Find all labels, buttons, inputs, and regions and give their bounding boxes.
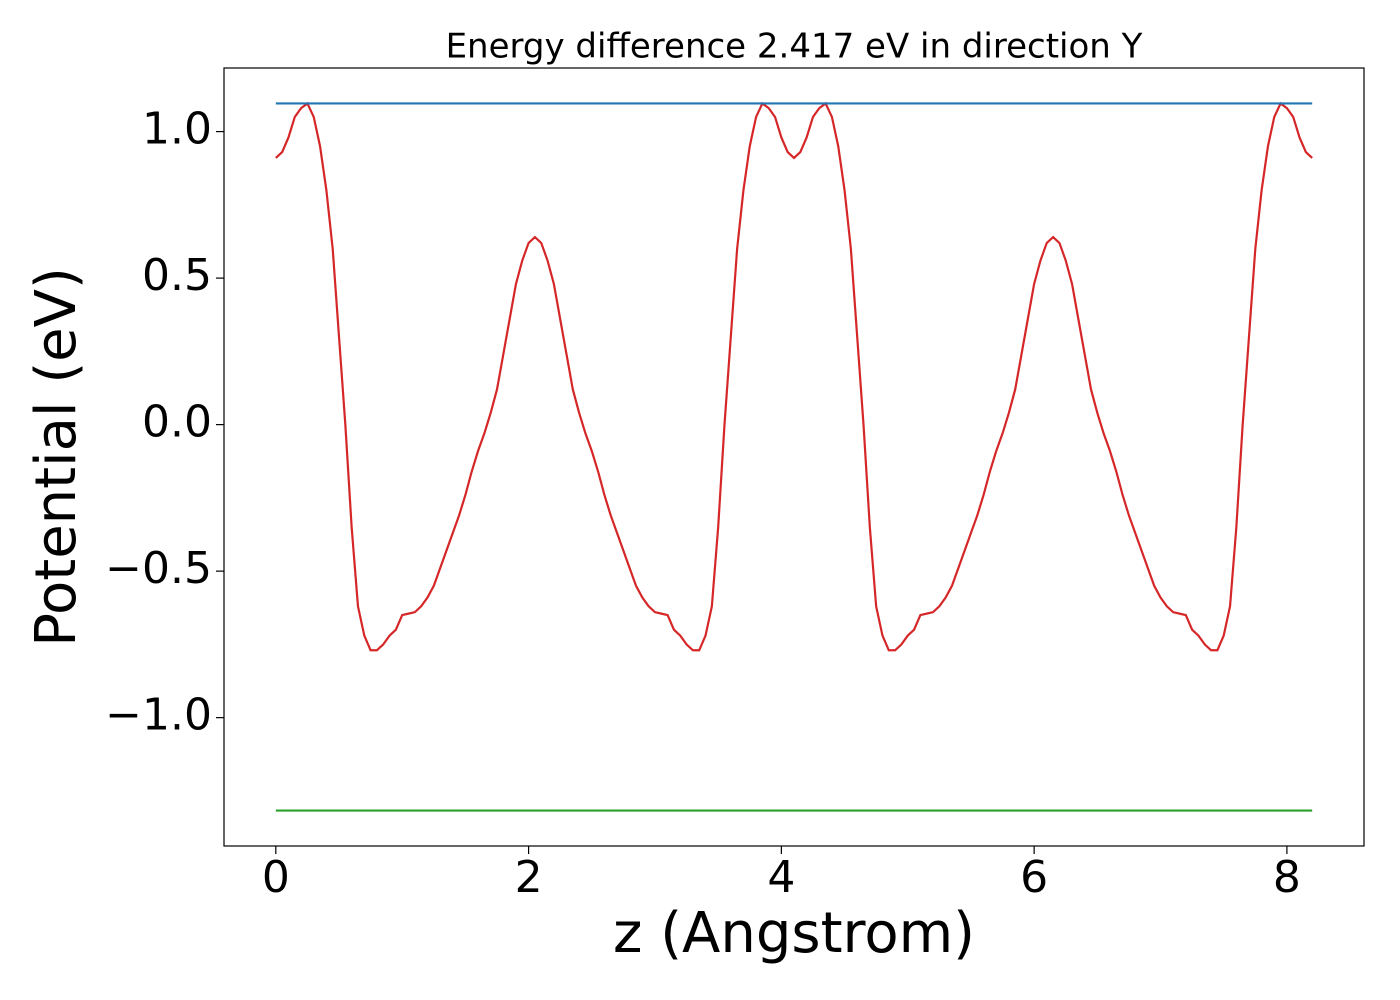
plot-frame: [223, 67, 1365, 847]
x-axis-label: z (Angstrom): [613, 901, 975, 966]
chart-title: Energy difference 2.417 eV in direction …: [446, 27, 1143, 67]
y-tick-label: −1.0: [105, 690, 212, 741]
x-tick-label: 4: [767, 852, 795, 903]
x-tick-label: 2: [515, 852, 543, 903]
y-axis-label: Potential (eV): [24, 267, 89, 647]
y-tick-label: −0.5: [105, 543, 212, 594]
x-tick-label: 0: [262, 852, 290, 903]
series-line: [275, 101, 1313, 652]
x-tick-label: 6: [1020, 852, 1048, 903]
y-tick-label: 0.0: [142, 397, 212, 448]
y-tick-label: 1.0: [142, 104, 212, 155]
x-tick-label: 8: [1273, 852, 1301, 903]
y-tick-label: 0.5: [142, 250, 212, 301]
